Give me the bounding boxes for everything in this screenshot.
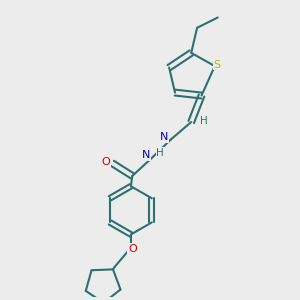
Text: H: H: [200, 116, 208, 126]
Text: O: O: [101, 157, 110, 167]
Text: S: S: [214, 60, 221, 70]
Text: O: O: [128, 244, 137, 254]
Text: H: H: [156, 148, 164, 158]
Text: N: N: [160, 132, 168, 142]
Text: N: N: [142, 150, 150, 160]
